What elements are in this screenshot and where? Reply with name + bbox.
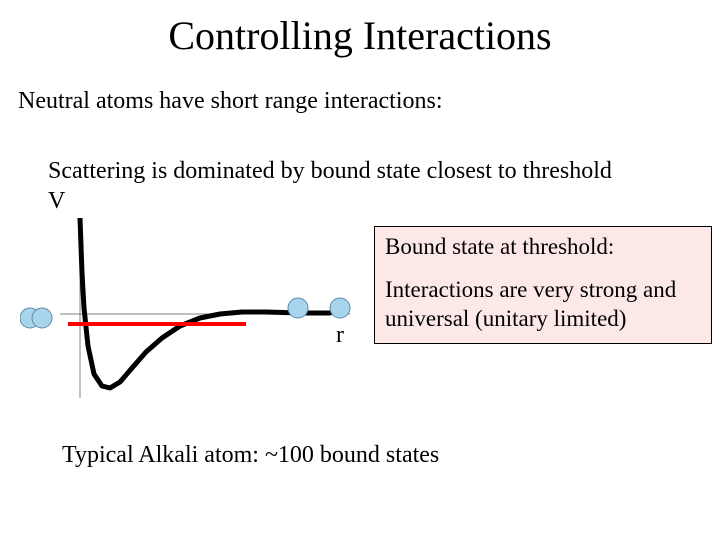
atom-icon [32,308,52,328]
footer-text: Typical Alkali atom: ~100 bound states [62,442,439,469]
atom-icon [288,298,308,318]
callout-heading: Bound state at threshold: [385,233,701,262]
subtitle-text: Neutral atoms have short range interacti… [18,88,443,115]
slide: Controlling Interactions Neutral atoms h… [0,0,720,540]
atom-icon [330,298,350,318]
callout-body: Interactions are very strong and univers… [385,276,701,334]
axis-label-x: r [336,322,344,349]
callout-box: Bound state at threshold: Interactions a… [374,226,712,344]
axis-label-y: V [48,188,65,215]
body-text-1: Scattering is dominated by bound state c… [48,158,612,185]
slide-title: Controlling Interactions [0,12,720,59]
potential-plot [20,218,360,398]
